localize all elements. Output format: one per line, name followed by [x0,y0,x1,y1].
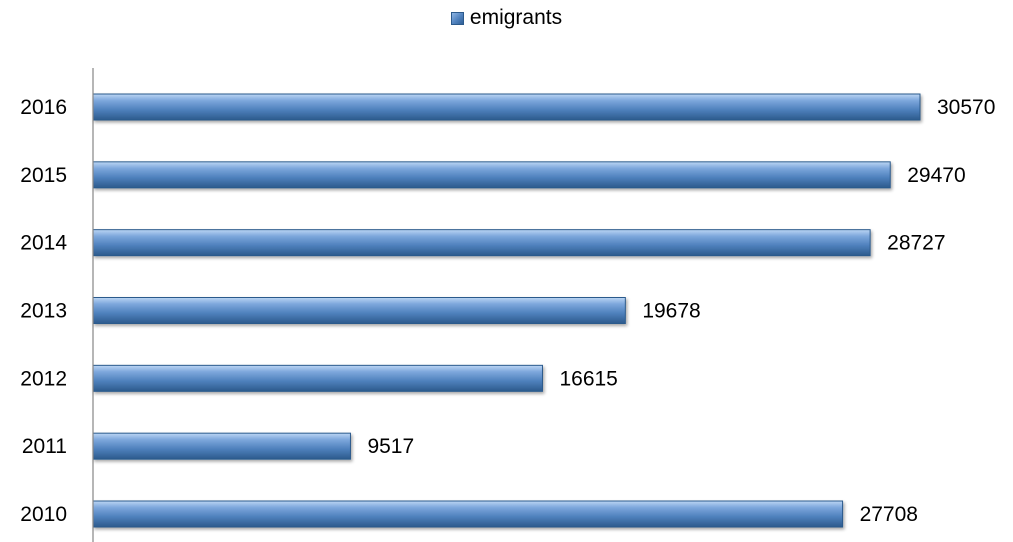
y-tick-label-2013: 2013 [20,300,67,323]
y-tick-label-2015: 2015 [20,164,67,187]
legend-swatch-emigrants [450,11,464,25]
y-tick-label-2012: 2012 [20,367,67,390]
data-label-2011: 9517 [367,435,414,458]
legend-label-emigrants: emigrants [469,6,563,29]
y-tick-label-2010: 2010 [20,503,67,526]
y-tick-label-2016: 2016 [20,96,67,119]
bar-2010 [92,500,844,528]
bars-layer [92,93,921,528]
data-label-2010: 27708 [860,503,918,526]
data-label-2015: 29470 [907,164,965,187]
y-tick-label-2011: 2011 [22,435,67,458]
y-tick-label-2014: 2014 [20,232,67,255]
data-label-2013: 19678 [642,300,700,323]
bar-2012 [92,364,543,392]
data-label-2014: 28727 [887,232,945,255]
labels-layer: 2010 27708 2011 9517 2012 16615 2013 19678 2014 2… [20,96,995,526]
data-label-2016: 30570 [937,96,995,119]
bar-2016 [92,93,921,121]
bar-2015 [92,161,891,189]
bar-2011 [92,432,351,460]
bar-2014 [92,229,871,257]
legend: emigrants [0,6,1013,30]
data-label-2012: 16615 [559,367,617,390]
bar-2013 [92,297,626,324]
